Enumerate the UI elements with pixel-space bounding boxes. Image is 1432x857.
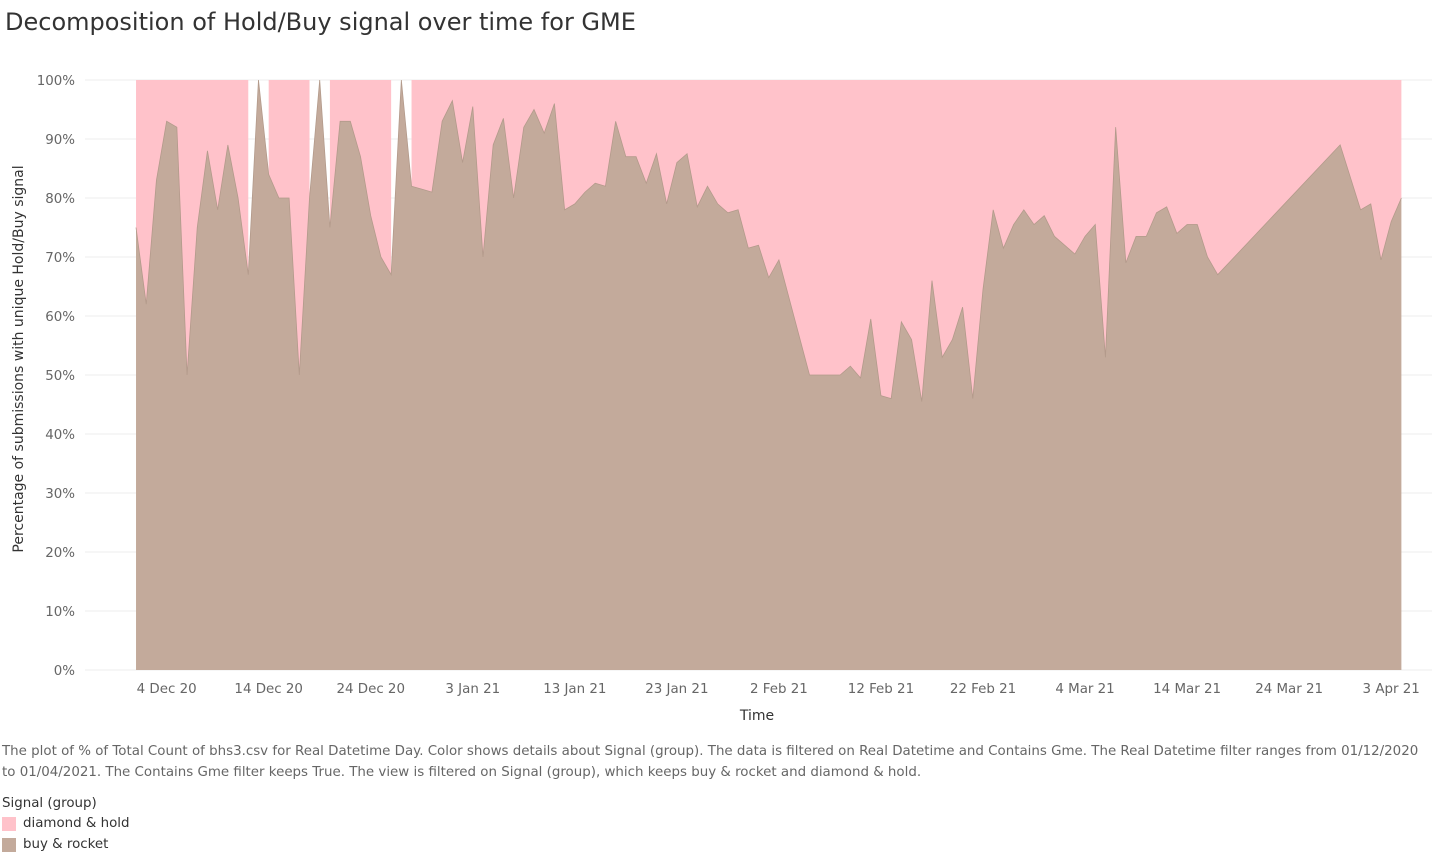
chart-title: Decomposition of Hold/Buy signal over ti… <box>5 8 636 36</box>
y-tick-label: 30% <box>45 487 75 502</box>
y-tick-label: 90% <box>45 133 75 148</box>
legend-label-diamond-hold: diamond & hold <box>23 816 130 831</box>
y-tick-label: 10% <box>45 605 75 620</box>
chart-caption: The plot of % of Total Count of bhs3.csv… <box>2 744 1419 780</box>
x-tick-label: 22 Feb 21 <box>950 682 1016 697</box>
y-tick-label: 70% <box>45 251 75 266</box>
y-axis-label: Percentage of submissions with unique Ho… <box>11 165 27 552</box>
y-tick-label: 40% <box>45 428 75 443</box>
area-buy-rocket <box>136 80 1402 670</box>
x-tick-label: 14 Mar 21 <box>1153 682 1221 697</box>
x-tick-label: 13 Jan 21 <box>543 682 606 697</box>
x-tick-label: 3 Jan 21 <box>445 682 500 697</box>
stacked-areas <box>135 79 1402 670</box>
x-axis-label: Time <box>739 708 774 724</box>
y-tick-label: 100% <box>37 74 75 89</box>
legend: Signal (group) diamond & hold buy & rock… <box>2 796 130 855</box>
x-tick-label: 2 Feb 21 <box>750 682 808 697</box>
legend-swatch-buy-rocket <box>2 837 16 852</box>
y-tick-label: 20% <box>45 546 75 561</box>
y-tick-label: 50% <box>45 369 75 384</box>
legend-swatch-diamond-hold <box>2 816 16 831</box>
legend-item-diamond-hold[interactable]: diamond & hold <box>2 813 130 834</box>
y-axis-ticks: 100% 90% 80% 70% 60% 50% 40% 30% 20% 10% 0% <box>37 74 75 679</box>
legend-title: Signal (group) <box>2 796 97 811</box>
legend-label-buy-rocket: buy & rocket <box>23 837 109 852</box>
x-tick-label: 12 Feb 21 <box>848 682 914 697</box>
x-tick-label: 24 Mar 21 <box>1255 682 1323 697</box>
x-tick-label: 14 Dec 20 <box>234 682 303 697</box>
y-tick-label: 80% <box>45 192 75 207</box>
x-tick-label: 4 Mar 21 <box>1055 682 1114 697</box>
legend-item-buy-rocket[interactable]: buy & rocket <box>2 834 130 855</box>
x-tick-label: 23 Jan 21 <box>645 682 708 697</box>
x-axis-ticks: 4 Dec 20 14 Dec 20 24 Dec 20 3 Jan 21 13 Jan… <box>137 682 1420 697</box>
y-tick-label: 0% <box>54 664 75 679</box>
y-tick-label: 60% <box>45 310 75 325</box>
line-buy-rocket <box>135 79 1402 402</box>
area-chart: 100% 90% 80% 70% 60% 50% 40% 30% 20% 10% 0% 4 Dec … <box>11 74 1432 724</box>
x-tick-label: 4 Dec 20 <box>137 682 197 697</box>
x-tick-label: 24 Dec 20 <box>336 682 405 697</box>
x-tick-label: 3 Apr 21 <box>1363 682 1420 697</box>
area-diamond-hold <box>136 80 1402 402</box>
